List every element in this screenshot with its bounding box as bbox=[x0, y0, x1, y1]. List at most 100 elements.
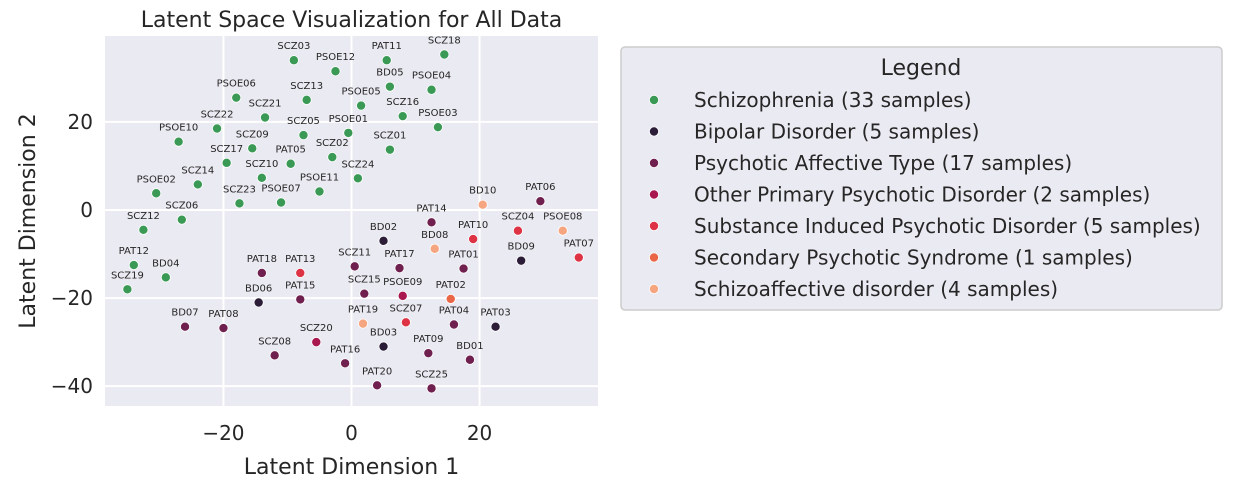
point-label: PAT19 bbox=[348, 305, 378, 316]
data-point bbox=[218, 323, 229, 334]
legend-marker bbox=[649, 283, 660, 294]
point-label: PAT01 bbox=[448, 250, 478, 261]
data-point bbox=[464, 354, 475, 365]
y-tick-label: −20 bbox=[51, 286, 93, 310]
legend-entry-label: Bipolar Disorder (5 samples) bbox=[694, 120, 980, 144]
tick-labels: −20 0 20 −40 −20 0 20 bbox=[51, 110, 492, 445]
point-label: PSOE03 bbox=[418, 108, 457, 119]
point-label: SCZ21 bbox=[249, 98, 282, 109]
point-label: PSOE09 bbox=[383, 277, 422, 288]
point-label: SCZ09 bbox=[236, 129, 269, 140]
data-point bbox=[458, 263, 469, 274]
data-point bbox=[295, 267, 306, 278]
data-point bbox=[378, 341, 389, 352]
data-point bbox=[340, 358, 351, 369]
x-tick-label: 0 bbox=[345, 421, 358, 445]
data-point bbox=[311, 337, 322, 348]
data-point bbox=[468, 234, 479, 245]
point-label: PAT14 bbox=[416, 203, 446, 214]
point-label: PAT13 bbox=[285, 254, 315, 265]
data-point bbox=[394, 263, 405, 274]
data-point bbox=[426, 217, 437, 228]
point-label: SCZ17 bbox=[210, 144, 243, 155]
data-point bbox=[212, 123, 223, 134]
point-label: BD08 bbox=[421, 230, 448, 241]
legend-box bbox=[620, 46, 1223, 311]
legend-entry-label: Schizophrenia (33 samples) bbox=[694, 88, 972, 112]
data-point bbox=[330, 66, 341, 77]
legend-marker bbox=[649, 126, 660, 137]
point-label: BD01 bbox=[456, 341, 483, 352]
data-point bbox=[260, 112, 271, 123]
point-label: BD07 bbox=[171, 308, 198, 319]
data-point bbox=[276, 197, 287, 208]
point-label: SCZ16 bbox=[386, 97, 419, 108]
grid bbox=[105, 36, 598, 406]
point-label: PAT04 bbox=[439, 306, 469, 317]
y-tick-label: −40 bbox=[51, 374, 93, 398]
data-point bbox=[231, 92, 242, 103]
point-label: BD02 bbox=[370, 222, 397, 233]
data-point bbox=[372, 380, 383, 391]
data-point bbox=[253, 297, 264, 308]
data-point bbox=[439, 49, 450, 60]
data-point bbox=[429, 243, 440, 254]
point-label: SCZ24 bbox=[341, 159, 374, 170]
data-point bbox=[448, 319, 459, 330]
data-point bbox=[426, 84, 437, 95]
data-point bbox=[490, 321, 501, 332]
data-point bbox=[180, 321, 191, 332]
point-label: PSOE05 bbox=[341, 87, 380, 98]
legend: Legend Schizophrenia (33 samples) Bipolar… bbox=[620, 46, 1223, 311]
data-point bbox=[269, 350, 280, 361]
point-label: PSOE07 bbox=[261, 184, 300, 195]
point-label: SCZ22 bbox=[201, 110, 234, 121]
data-point bbox=[359, 288, 370, 299]
data-point bbox=[349, 261, 360, 272]
data-point bbox=[314, 186, 325, 197]
point-label: PAT12 bbox=[119, 246, 149, 257]
point-labels: SCZ03 PSOE12 PAT11 SCZ18 PSOE06 SCZ13 BD05 PSOE… bbox=[111, 36, 594, 381]
point-label: PSOE11 bbox=[300, 172, 339, 183]
data-point bbox=[535, 196, 546, 207]
data-point bbox=[352, 173, 363, 184]
data-point bbox=[234, 198, 245, 209]
data-point bbox=[477, 199, 488, 210]
y-tick-label: 20 bbox=[68, 110, 93, 134]
data-point bbox=[295, 294, 306, 305]
data-point bbox=[557, 225, 568, 236]
legend-marker bbox=[649, 189, 660, 200]
point-label: SCZ13 bbox=[290, 81, 323, 92]
point-label: PAT16 bbox=[330, 344, 360, 355]
point-label: BD10 bbox=[469, 186, 496, 197]
data-point bbox=[285, 158, 296, 169]
data-point bbox=[358, 318, 369, 329]
legend-marker bbox=[649, 157, 660, 168]
data-point bbox=[176, 214, 187, 225]
data-point bbox=[378, 235, 389, 246]
data-point bbox=[256, 172, 267, 183]
point-label: SCZ18 bbox=[428, 36, 461, 47]
y-tick-label: 0 bbox=[80, 198, 93, 222]
legend-entry-label: Secondary Psychotic Syndrome (1 samples) bbox=[694, 246, 1133, 270]
point-label: SCZ01 bbox=[373, 131, 406, 142]
data-point bbox=[160, 272, 171, 283]
point-label: PAT15 bbox=[285, 280, 315, 291]
data-point bbox=[432, 122, 443, 133]
data-point bbox=[192, 179, 203, 190]
point-label: PAT05 bbox=[276, 145, 306, 156]
data-point bbox=[288, 55, 299, 66]
point-label: SCZ25 bbox=[415, 369, 448, 380]
data-point bbox=[298, 130, 309, 141]
point-label: PAT18 bbox=[247, 254, 277, 265]
data-point bbox=[151, 188, 162, 199]
point-label: PSOE04 bbox=[412, 71, 451, 82]
y-axis-label: Latent Dimension 2 bbox=[16, 113, 41, 328]
point-label: PAT11 bbox=[372, 41, 402, 52]
data-point bbox=[138, 224, 149, 235]
data-point bbox=[512, 225, 523, 236]
point-label: SCZ14 bbox=[181, 165, 214, 176]
point-label: SCZ02 bbox=[316, 138, 349, 149]
data-point bbox=[426, 383, 437, 394]
x-tick-label: −20 bbox=[202, 421, 244, 445]
